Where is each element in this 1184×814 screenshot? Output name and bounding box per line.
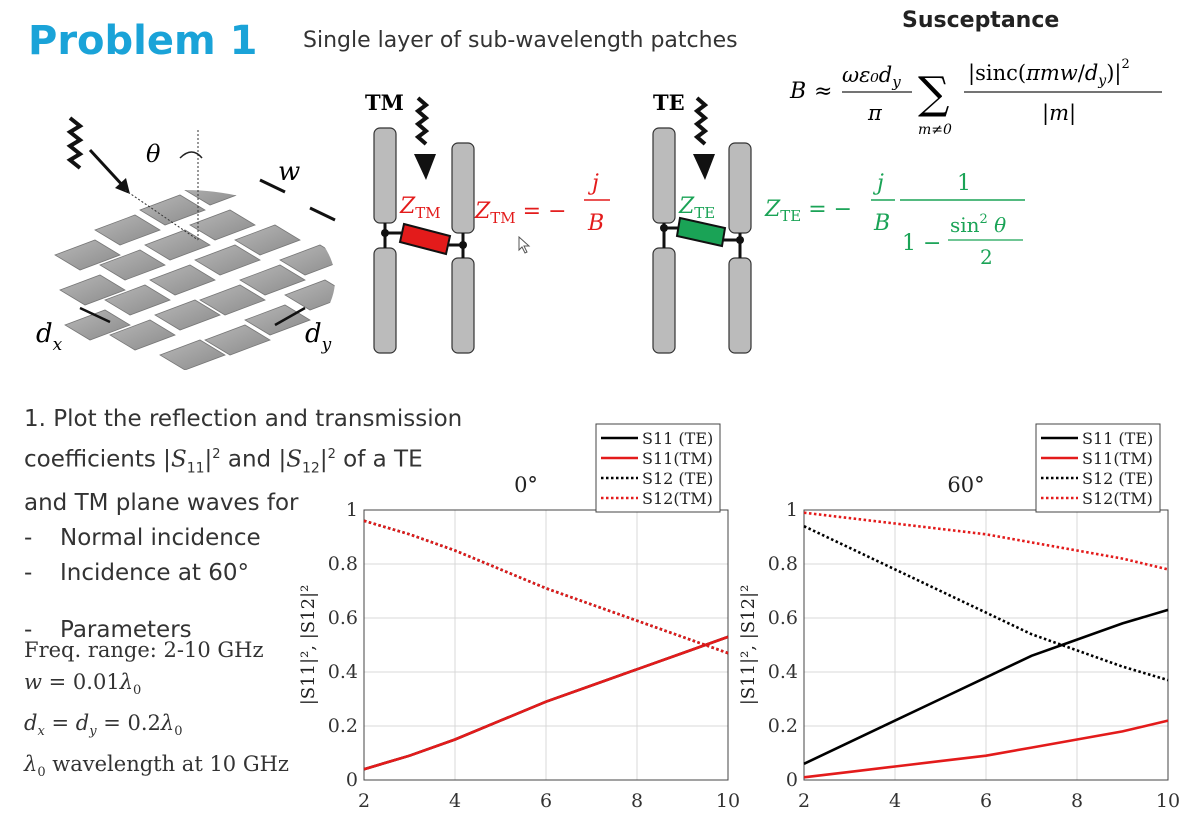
svg-text:≈: ≈ — [814, 79, 832, 104]
svg-text:m≠0: m≠0 — [918, 122, 952, 138]
svg-text:∑: ∑ — [918, 68, 949, 119]
svg-text:B: B — [873, 211, 890, 236]
chart-60deg: 2 4 6 8 10 0 0.2 0.4 0.6 0.8 1 60° |S11|², |S12|² S11… — [738, 423, 1180, 812]
x-tick-label: 2 — [358, 790, 370, 812]
z-te-formula: ZTE = − — [764, 197, 852, 225]
plot-frame — [803, 509, 1169, 781]
te-label: TE — [653, 90, 685, 115]
legend-label: S12 (TE) — [642, 469, 713, 488]
svg-text:|sinc(πmw/dy)|2: |sinc(πmw/dy)|2 — [968, 57, 1130, 89]
svg-text:π: π — [867, 101, 883, 125]
y-tick-label: 0.8 — [328, 553, 358, 575]
x-tick-label: 4 — [449, 790, 461, 812]
param-w: w = 0.01λ0 — [24, 670, 142, 699]
svg-text:ωε₀dy: ωε₀dy — [842, 63, 901, 91]
bullet-60: - Incidence at 60° — [24, 560, 250, 587]
x-tick-label: 6 — [980, 790, 992, 812]
legend-label: S12(TM) — [642, 489, 713, 508]
legend-label: S11 (TE) — [642, 429, 713, 448]
y-tick-label: 0.6 — [328, 607, 358, 629]
param-d: dx = dy = 0.2λ0 — [24, 711, 183, 740]
tm-circuit: TM ZTM ZTM = − j B — [365, 90, 610, 354]
bullet-normal: - Normal incidence — [24, 525, 261, 552]
x-tick-label: 10 — [716, 790, 740, 812]
legend-label: S11(TM) — [642, 449, 713, 468]
svg-text:B: B — [587, 211, 604, 236]
y-tick-label: 1 — [786, 499, 798, 521]
dy-label: dy — [305, 319, 332, 355]
param-freq: Freq. range: 2-10 GHz — [24, 638, 264, 662]
svg-text:sin2 θ: sin2 θ — [950, 212, 1006, 237]
bullet-parameters: - Parameters — [24, 617, 192, 644]
y-tick-label: 0.4 — [328, 661, 358, 683]
susceptance-formula: B ≈ ωε₀dy π ∑ m≠0 |sinc(πmw/dy)|2 |m| — [789, 57, 1162, 138]
legend-label: S11 (TE) — [1082, 429, 1153, 448]
z-tm-inline: ZTM — [399, 194, 441, 222]
tm-label: TM — [365, 90, 404, 115]
page-title: Problem 1 — [28, 18, 258, 64]
theta-label: θ — [146, 140, 161, 168]
w-label: w — [278, 157, 300, 187]
svg-text:|m|: |m| — [1042, 101, 1076, 126]
x-tick-label: 8 — [1071, 790, 1083, 812]
mouse-cursor-icon — [518, 236, 531, 254]
series-line-2 — [803, 525, 1169, 682]
y-tick-label: 0.8 — [768, 553, 798, 575]
svg-text:B: B — [789, 79, 806, 104]
y-tick-label: 0 — [346, 769, 358, 791]
svg-text:2: 2 — [980, 245, 993, 269]
parameters-list: Freq. range: 2-10 GHz w = 0.01λ0 dx = dy… — [24, 634, 289, 790]
task-line-2: coefficients |S11|2 and |S12|2 of a TE — [24, 446, 423, 477]
series-line-1 — [363, 635, 729, 771]
y-tick-label: 1 — [346, 499, 358, 521]
z-te-inline: ZTE — [678, 194, 715, 222]
legend-label: S12 (TE) — [1082, 469, 1153, 488]
y-tick-label: 0.2 — [328, 715, 358, 737]
x-tick-label: 2 — [798, 790, 810, 812]
susceptance-title: Susceptance — [902, 8, 1060, 33]
svg-text:1: 1 — [957, 171, 971, 196]
y-tick-label: 0.6 — [768, 607, 798, 629]
task-line-1: 1. Plot the reflection and transmission — [24, 406, 463, 432]
chart-title: 60° — [947, 473, 984, 497]
param-lambda: λ0 wavelength at 10 GHz — [24, 752, 289, 781]
y-tick-label: 0.2 — [768, 715, 798, 737]
patch-array-illustration: θ w dx dy — [36, 116, 336, 370]
task-description: 1. Plot the reflection and transmission … — [24, 402, 494, 648]
subtitle: Single layer of sub-wavelength patches — [303, 28, 738, 53]
svg-text:j: j — [872, 171, 884, 196]
z-tm-formula: ZTM = − — [474, 199, 567, 227]
y-axis-label: |S11|², |S12|² — [738, 585, 759, 706]
legend-label: S12(TM) — [1082, 489, 1153, 508]
y-axis-label: |S11|², |S12|² — [298, 585, 319, 706]
svg-text:j: j — [587, 171, 599, 196]
svg-text:1 −: 1 − — [902, 231, 941, 256]
dx-label: dx — [36, 319, 63, 355]
plot-frame — [363, 509, 729, 781]
x-tick-label: 4 — [889, 790, 901, 812]
x-tick-label: 8 — [631, 790, 643, 812]
y-tick-label: 0.4 — [768, 661, 798, 683]
series-line-3 — [803, 511, 1169, 571]
y-tick-label: 0 — [786, 769, 798, 791]
series-line-0 — [803, 608, 1169, 765]
legend-label: S11(TM) — [1082, 449, 1153, 468]
chart-0deg: 2 4 6 8 10 0 0.2 0.4 0.6 0.8 1 0° |S11|², |S12|² S11 … — [298, 423, 740, 812]
chart-title: 0° — [514, 473, 538, 497]
te-circuit: TE ZTE ZTE = − j B 1 1 − sin2 θ 2 — [652, 90, 1025, 354]
series-line-1 — [803, 719, 1169, 779]
task-line-3: and TM plane waves for — [24, 490, 299, 517]
x-tick-label: 6 — [540, 790, 552, 812]
x-tick-label: 10 — [1156, 790, 1180, 812]
